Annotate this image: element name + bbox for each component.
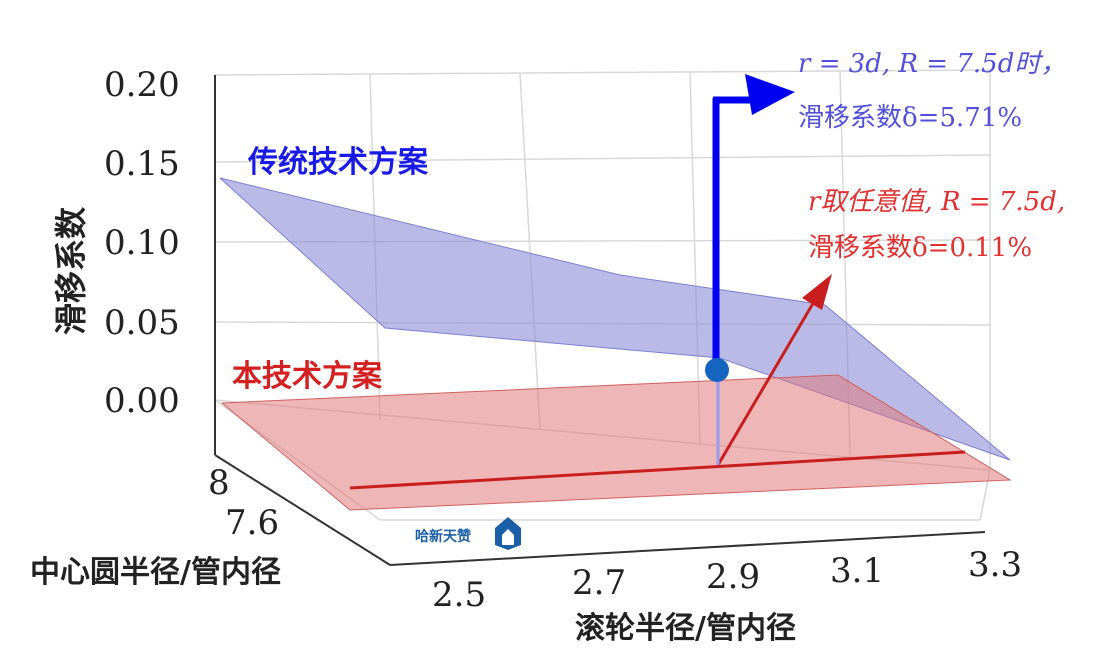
z-tick-label: 0.10 bbox=[104, 223, 180, 263]
z-axis-label: 滑移系数 bbox=[52, 206, 90, 335]
x-tick-label: 2.5 bbox=[432, 575, 486, 615]
z-tick-label: 0.15 bbox=[104, 144, 180, 184]
watermark-text: 哈新天赞 bbox=[415, 528, 471, 545]
y-tick-label: 8 bbox=[208, 463, 230, 503]
series-surface-present bbox=[220, 374, 1012, 511]
y-axis-ticks: 8 7.6 bbox=[208, 463, 279, 543]
x-tick-label: 2.9 bbox=[706, 557, 760, 597]
z-axis-ticks: 0.20 0.15 0.10 0.05 0.00 bbox=[104, 65, 180, 421]
series-label-present: 本技术方案 bbox=[232, 359, 383, 394]
annotation-blue-line-1: r = 3d, R = 7.5d时， bbox=[798, 49, 1066, 79]
red-base-line bbox=[349, 450, 966, 490]
grid-line bbox=[519, 72, 541, 431]
watermark-logo: 哈新天赞 bbox=[415, 517, 521, 550]
z-tick-label: 0.20 bbox=[104, 65, 180, 105]
annotation-red-line-1: r取任意值, R = 7.5d, bbox=[808, 187, 1065, 217]
annotation-red-line-2: 滑移系数δ=0.11% bbox=[808, 233, 1032, 263]
x-axis-ticks: 2.5 2.7 2.9 3.1 3.3 bbox=[432, 545, 1022, 615]
series-label-traditional: 传统技术方案 bbox=[247, 145, 429, 180]
grid-line bbox=[214, 154, 991, 163]
z-tick-label: 0.00 bbox=[104, 381, 180, 421]
y-axis-label: 中心圆半径/管内径 bbox=[30, 555, 281, 590]
x-tick-label: 2.7 bbox=[572, 563, 626, 603]
z-tick-label: 0.05 bbox=[104, 303, 180, 343]
y-tick-label: 7.6 bbox=[225, 503, 279, 543]
x-axis-label: 滚轮半径/管内径 bbox=[575, 611, 796, 646]
axes bbox=[214, 75, 986, 566]
blue-point-marker bbox=[705, 358, 729, 382]
red-arrow bbox=[716, 274, 832, 466]
blue-arrow bbox=[705, 74, 795, 465]
x-tick-label: 3.1 bbox=[830, 551, 884, 591]
annotation-blue-line-2: 滑移系数δ=5.71% bbox=[798, 103, 1022, 133]
x-tick-label: 3.3 bbox=[968, 545, 1022, 585]
